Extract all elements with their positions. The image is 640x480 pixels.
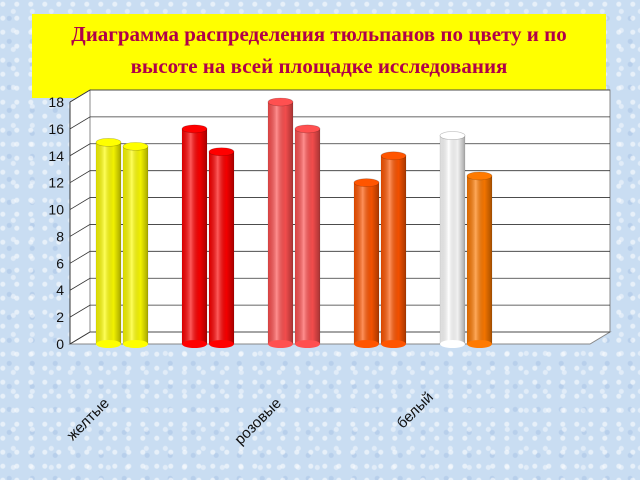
bar-shading [182, 128, 207, 344]
bar-base [354, 340, 379, 348]
y-tick-label: 14 [48, 148, 64, 164]
bar-top [294, 124, 321, 134]
bar-shading [381, 155, 406, 344]
bar-top [466, 171, 493, 181]
gridline [69, 89, 610, 103]
gridline [69, 331, 610, 345]
chart-title: Диаграмма распределения тюльпанов по цве… [32, 14, 606, 98]
bar-shading [440, 135, 465, 344]
bar-base [123, 340, 148, 348]
bar-base [96, 340, 121, 348]
gridline [69, 170, 610, 184]
bar-shading [295, 128, 320, 344]
y-tick-label: 0 [56, 336, 64, 352]
bar-top [353, 178, 380, 187]
back-wall [89, 89, 611, 333]
bar-shading [268, 102, 293, 344]
bar-top [95, 138, 122, 147]
bar-top [439, 131, 466, 140]
bar-top [181, 124, 208, 134]
bar-shading [123, 146, 148, 344]
bar-base [182, 340, 207, 348]
gridline [69, 277, 610, 291]
y-tick-label: 8 [56, 228, 64, 244]
bar-base [467, 340, 492, 348]
bar-shading [467, 175, 492, 344]
floor [68, 331, 612, 345]
side-wall [69, 89, 91, 345]
y-tick-label: 4 [56, 282, 64, 298]
x-category-label: розовые [231, 395, 285, 449]
y-tick-label: 18 [48, 94, 64, 110]
bar-top [267, 97, 294, 107]
gridline [69, 304, 610, 318]
y-tick-label: 16 [48, 121, 64, 137]
bar-base [381, 340, 406, 348]
gridline [69, 250, 610, 264]
x-category-label: желтые [64, 395, 113, 444]
y-tick-label: 2 [56, 309, 64, 325]
gridline [69, 116, 610, 130]
gridline [69, 224, 610, 237]
bar-base [209, 340, 234, 348]
y-tick-label: 12 [48, 175, 64, 191]
gridline [69, 143, 610, 157]
x-category-label: белый [394, 389, 437, 432]
bar-top [380, 151, 407, 161]
bar-top [122, 142, 149, 151]
gridline [69, 197, 610, 210]
bar-shading [96, 142, 121, 344]
bar-shading [354, 182, 379, 344]
bar-base [268, 340, 293, 348]
bar-base [440, 340, 465, 348]
y-tick-label: 6 [56, 255, 64, 271]
bar-top [208, 147, 235, 157]
bar-shading [209, 151, 234, 344]
y-tick-label: 10 [48, 202, 64, 218]
plot-area: 0 2 4 6 8 10 12 14 16 18 желтые розовые белый [48, 89, 612, 449]
bar-base [295, 340, 320, 348]
